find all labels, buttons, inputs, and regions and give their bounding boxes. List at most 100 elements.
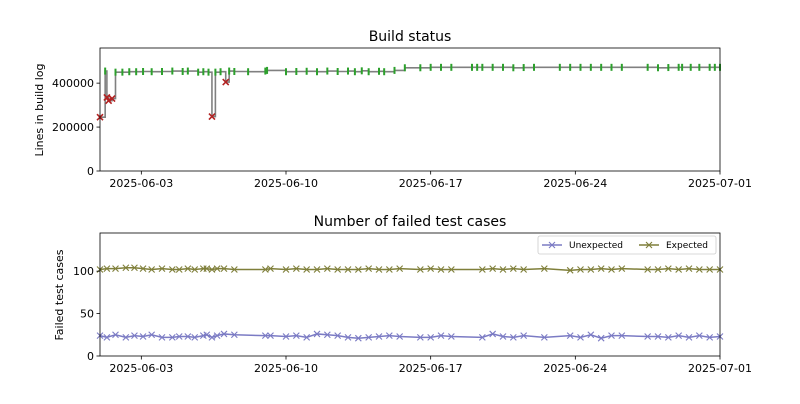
series-marker-expected [437, 266, 445, 273]
legend-marker-expected [645, 241, 653, 249]
series-marker-unexpected [282, 333, 290, 340]
series-marker-expected [365, 265, 373, 273]
series-marker-expected [282, 266, 290, 273]
series-marker-expected [213, 265, 221, 273]
build-status-chart: Build status Lines in build log 0 200000 4… [33, 29, 752, 190]
series-marker-unexpected [608, 332, 615, 340]
series-marker-expected [520, 266, 528, 273]
series-marker-unexpected [520, 332, 528, 340]
series-marker-expected [587, 266, 595, 273]
series-marker-unexpected [385, 332, 393, 340]
series-marker-expected [131, 264, 138, 272]
build-fail-marker [108, 94, 116, 103]
build-status-ylabel: Lines in build log [33, 64, 46, 157]
series-marker-unexpected [437, 332, 445, 340]
x-tick-label: 2025-06-17 [399, 177, 463, 190]
series-marker-unexpected [499, 333, 507, 340]
series-marker-unexpected [685, 333, 693, 341]
series-marker-unexpected [313, 330, 321, 338]
series-marker-unexpected [489, 330, 497, 338]
series-marker-unexpected [148, 331, 156, 339]
series-marker-expected [103, 265, 111, 273]
series-marker-unexpected [416, 333, 424, 341]
series-marker-unexpected [675, 332, 683, 340]
series-marker-expected [354, 266, 362, 273]
series-marker-unexpected [323, 331, 331, 339]
x-tick-label: 2025-06-03 [109, 177, 173, 190]
series-marker-expected [489, 265, 497, 273]
series-marker-expected [478, 266, 486, 273]
series-marker-unexpected [344, 333, 352, 341]
build-fail-marker [105, 97, 113, 105]
series-marker-expected [396, 265, 404, 273]
series-marker-expected [509, 265, 517, 273]
series-marker-expected [447, 266, 455, 273]
x-tick-label: 2025-07-01 [688, 177, 752, 190]
build-fail-marker [208, 112, 216, 121]
series-marker-expected [416, 266, 424, 273]
series-marker-expected [608, 266, 615, 273]
series-line-expected [99, 267, 720, 272]
failed-tests-title: Number of failed test cases [314, 214, 507, 230]
series-marker-unexpected [303, 333, 311, 341]
series-marker-expected [208, 266, 216, 273]
series-marker-unexpected [334, 332, 342, 340]
series-marker-expected [427, 265, 435, 273]
series-marker-unexpected [540, 333, 548, 341]
x-tick-label: 2025-06-10 [254, 362, 318, 375]
series-marker-unexpected [354, 334, 362, 342]
series-marker-unexpected [230, 331, 238, 339]
build-step-line [100, 66, 720, 118]
series-marker-expected [267, 265, 274, 273]
legend-label-unexpected: Unexpected [569, 241, 623, 251]
series-marker-expected [618, 265, 626, 273]
series-marker-expected [112, 265, 119, 273]
y-tick-label: 100 [73, 265, 94, 278]
build-fail-marker [222, 78, 230, 86]
series-marker-expected [644, 266, 652, 273]
series-marker-expected [323, 265, 331, 273]
y-tick-label: 0 [87, 350, 94, 363]
series-marker-expected [540, 265, 548, 273]
series-marker-unexpected [509, 333, 517, 341]
series-marker-expected [654, 266, 662, 273]
series-marker-expected [230, 266, 238, 273]
series-marker-expected [220, 265, 228, 273]
series-marker-expected [375, 266, 383, 273]
series-marker-expected [148, 266, 156, 273]
series-marker-unexpected [220, 330, 228, 338]
series-marker-unexpected [706, 333, 714, 341]
series-marker-unexpected [644, 333, 652, 340]
series-marker-unexpected [213, 332, 221, 340]
x-tick-label: 2025-06-24 [543, 362, 607, 375]
series-marker-expected [292, 265, 300, 273]
legend-marker-unexpected [548, 241, 556, 249]
series-marker-expected [597, 265, 605, 273]
series-marker-unexpected [478, 333, 486, 341]
series-marker-unexpected [365, 333, 373, 341]
series-marker-unexpected [267, 332, 274, 340]
series-marker-expected [175, 266, 183, 273]
x-tick-label: 2025-06-24 [543, 177, 607, 190]
plot-frame [99, 47, 721, 172]
series-marker-expected [695, 266, 703, 273]
series-marker-expected [303, 266, 311, 273]
series-marker-expected [577, 266, 584, 273]
series-marker-expected [261, 266, 269, 273]
series-marker-expected [158, 265, 166, 273]
y-tick-label: 0 [87, 165, 94, 178]
series-marker-unexpected [184, 333, 192, 340]
series-marker-expected [203, 265, 211, 273]
series-marker-unexpected [292, 332, 300, 340]
series-marker-unexpected [261, 332, 269, 340]
series-marker-unexpected [131, 332, 138, 340]
y-tick-label: 200000 [52, 121, 94, 134]
series-marker-expected [685, 265, 693, 273]
series-marker-unexpected [158, 333, 166, 341]
legend-label-expected: Expected [666, 241, 708, 251]
series-marker-expected [139, 265, 147, 273]
series-marker-unexpected [664, 333, 672, 341]
series-marker-unexpected [103, 333, 111, 341]
series-marker-unexpected [168, 333, 176, 341]
